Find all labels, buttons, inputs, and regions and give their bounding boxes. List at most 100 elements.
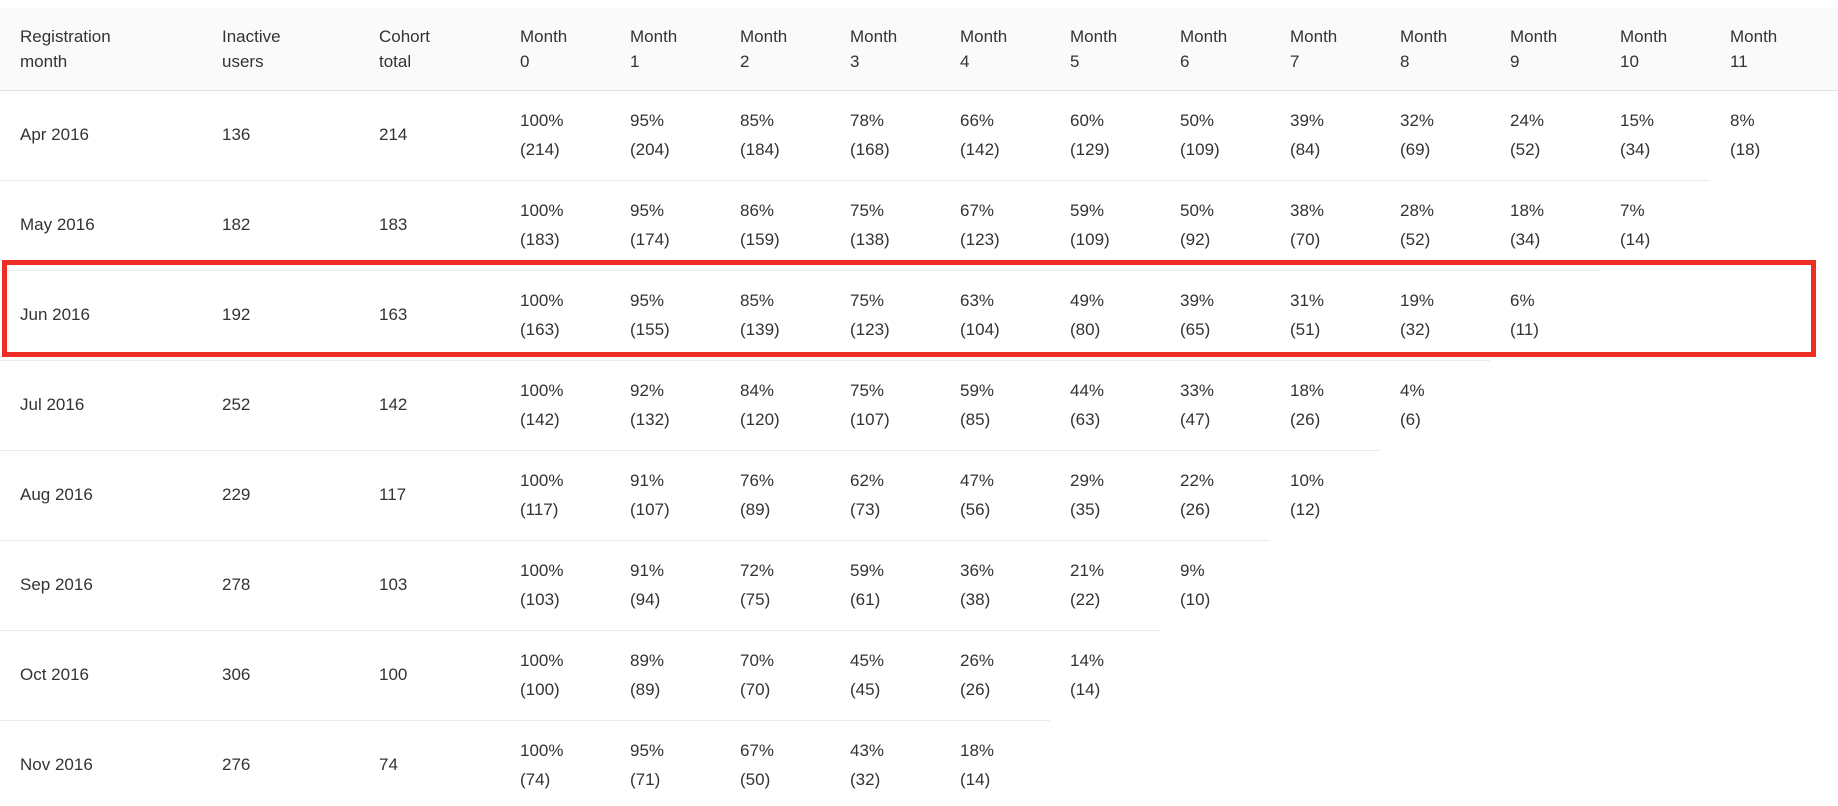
cell-cohort-total: 183 <box>359 179 500 270</box>
retention-percent: 21% <box>1070 561 1105 580</box>
cell-month-8-retention: 28% (52) <box>1380 179 1490 270</box>
cell-cohort-total: 103 <box>359 539 500 630</box>
retention-percent: 38% <box>1290 201 1325 220</box>
retention-count: (183) <box>520 230 560 249</box>
cell-month-7-retention: 18% (26) <box>1270 359 1380 450</box>
retention-percent: 85% <box>740 111 775 130</box>
retention-percent: 66% <box>960 111 995 130</box>
retention-count: (26) <box>1290 410 1321 429</box>
retention-count: (32) <box>1400 320 1431 339</box>
retention-percent: 67% <box>960 201 995 220</box>
retention-count: (103) <box>520 590 560 609</box>
retention-count: (139) <box>740 320 780 339</box>
cell-month-3-retention: 59% (61) <box>830 539 940 630</box>
retention-percent: 18% <box>960 741 995 761</box>
cell-month-8-retention: 19% (32) <box>1380 269 1490 360</box>
retention-percent: 95% <box>630 111 665 130</box>
cell-month-1-retention: 91% (94) <box>610 539 720 630</box>
retention-count: (65) <box>1180 320 1211 339</box>
retention-percent: 29% <box>1070 471 1105 490</box>
retention-count: (123) <box>960 230 1000 249</box>
retention-count: (75) <box>740 590 771 609</box>
cell-month-9-retention: 6% (11) <box>1490 269 1600 360</box>
retention-percent: 89% <box>630 651 665 670</box>
cell-month-3-retention: 62% (73) <box>830 449 940 540</box>
cell-month-5-empty <box>1050 720 1160 806</box>
retention-count: (214) <box>520 140 560 159</box>
cell-month-4-retention: 47% (56) <box>940 449 1050 540</box>
retention-count: (52) <box>1400 230 1431 249</box>
retention-percent: 44% <box>1070 381 1105 400</box>
retention-percent: 100% <box>520 291 564 310</box>
column-header: Month 3 <box>830 8 940 91</box>
retention-percent: 22% <box>1180 471 1215 490</box>
retention-percent: 15% <box>1620 111 1655 130</box>
cell-month-3-retention: 75% (107) <box>830 359 940 450</box>
cell-month-4-retention: 26% (26) <box>940 629 1050 720</box>
retention-count: (107) <box>630 500 670 519</box>
retention-percent: 18% <box>1510 201 1545 220</box>
retention-count: (104) <box>960 320 1000 339</box>
table-row: Apr 2016 136 214 100% (214) 95% (204) 85% (18… <box>0 90 1838 180</box>
retention-percent: 59% <box>850 561 885 580</box>
cell-registration-month: Aug 2016 <box>0 449 202 540</box>
column-header: Month 5 <box>1050 8 1160 91</box>
cell-month-2-retention: 67% (50) <box>720 719 830 806</box>
table-row: Nov 2016 276 74 100% (74) 95% (71) 67% (50) 43… <box>0 719 1838 806</box>
cell-month-11-empty <box>1710 450 1838 540</box>
cell-month-1-retention: 95% (174) <box>610 179 720 270</box>
cell-month-6-retention: 22% (26) <box>1160 449 1270 540</box>
retention-count: (34) <box>1510 230 1541 249</box>
retention-percent: 100% <box>520 111 564 130</box>
table-row: Sep 2016 278 103 100% (103) 91% (94) 72% (75)… <box>0 539 1838 630</box>
retention-count: (71) <box>630 770 661 790</box>
table-row: May 2016 182 183 100% (183) 95% (174) 86% (15… <box>0 179 1838 270</box>
retention-percent: 39% <box>1180 291 1215 310</box>
column-header: Month 11 <box>1710 8 1838 91</box>
cell-cohort-total: 117 <box>359 449 500 540</box>
cell-month-6-empty <box>1160 720 1270 806</box>
retention-percent: 70% <box>740 651 775 670</box>
retention-percent: 86% <box>740 201 775 220</box>
cell-month-7-retention: 31% (51) <box>1270 269 1380 360</box>
retention-count: (18) <box>1730 140 1761 160</box>
cell-registration-month: Oct 2016 <box>0 629 202 720</box>
column-header: Month 1 <box>610 8 720 91</box>
retention-count: (155) <box>630 320 670 339</box>
retention-count: (51) <box>1290 320 1321 339</box>
cell-cohort-total: 100 <box>359 629 500 720</box>
cell-month-2-retention: 86% (159) <box>720 179 830 270</box>
retention-count: (109) <box>1070 230 1110 249</box>
retention-count: (32) <box>850 770 881 790</box>
cell-month-2-retention: 84% (120) <box>720 359 830 450</box>
retention-count: (107) <box>850 410 890 429</box>
retention-count: (80) <box>1070 320 1101 339</box>
retention-count: (6) <box>1400 410 1421 430</box>
retention-percent: 84% <box>740 381 775 400</box>
cell-month-4-retention: 66% (142) <box>940 90 1050 180</box>
retention-percent: 39% <box>1290 111 1325 130</box>
retention-percent: 100% <box>520 561 564 580</box>
retention-percent: 100% <box>520 651 564 670</box>
retention-count: (84) <box>1290 140 1321 159</box>
retention-percent: 7% <box>1620 201 1645 221</box>
retention-percent: 45% <box>850 651 885 670</box>
cell-month-1-retention: 95% (155) <box>610 269 720 360</box>
retention-percent: 49% <box>1070 291 1105 310</box>
retention-percent: 8% <box>1730 111 1755 131</box>
retention-percent: 24% <box>1510 111 1545 130</box>
retention-percent: 60% <box>1070 111 1105 130</box>
cell-month-11-empty <box>1710 630 1838 720</box>
retention-percent: 6% <box>1510 291 1535 311</box>
retention-percent: 100% <box>520 741 564 761</box>
retention-count: (34) <box>1620 140 1651 159</box>
cell-inactive-users: 136 <box>222 125 251 144</box>
cell-month-11-retention: 8% (18) <box>1710 90 1838 180</box>
cell-month-7-empty <box>1270 720 1380 806</box>
retention-percent: 63% <box>960 291 995 310</box>
retention-count: (163) <box>520 320 560 339</box>
column-header: Inactive users <box>202 8 359 91</box>
cell-month-0-retention: 100% (117) <box>500 449 610 540</box>
retention-percent: 18% <box>1290 381 1325 400</box>
cell-registration-month: Apr 2016 <box>20 125 89 144</box>
